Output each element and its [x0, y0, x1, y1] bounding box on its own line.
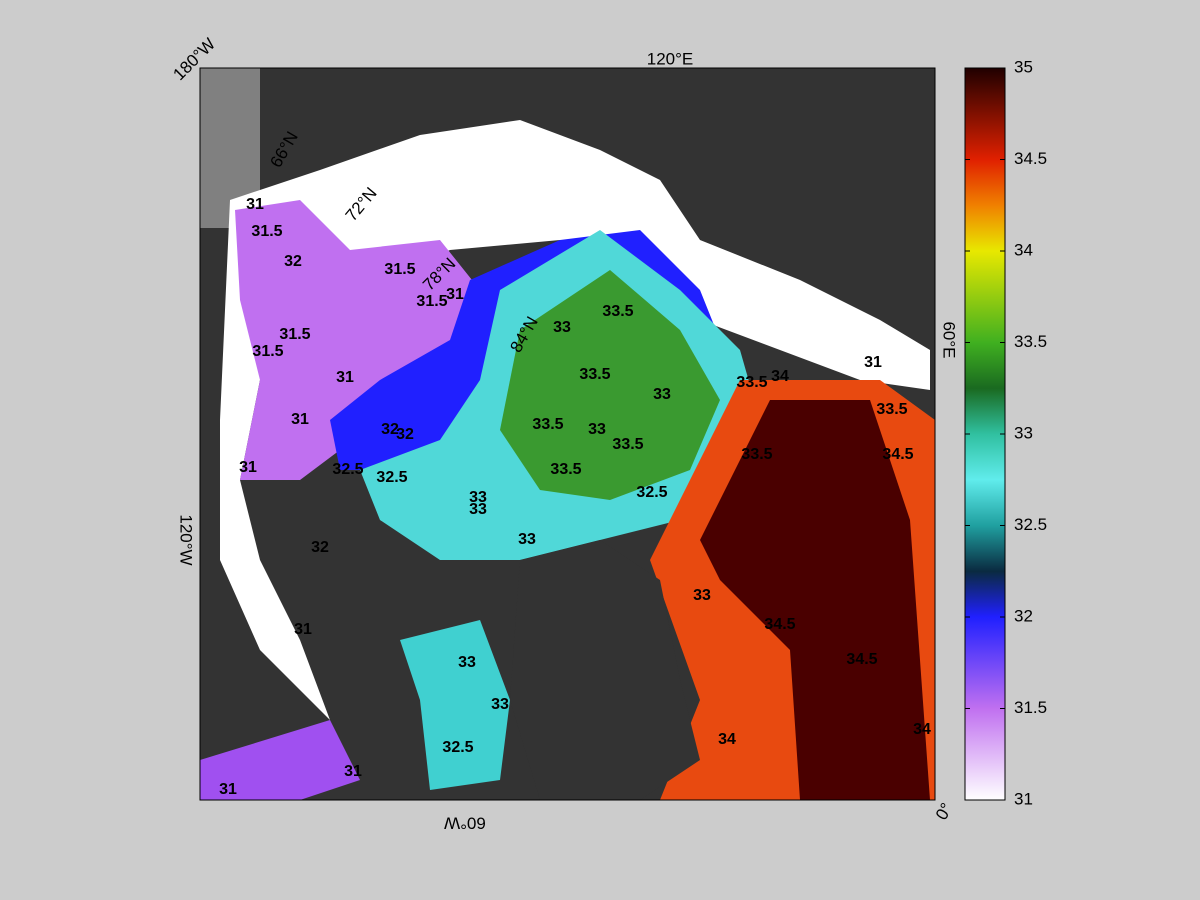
contour-label: 33.5 [876, 401, 907, 418]
colorbar [964, 67, 1006, 801]
colorbar-tick-label: 32 [1014, 606, 1033, 625]
longitude-label: 60°E [940, 321, 959, 358]
colorbar-tick-label: 32.5 [1014, 515, 1047, 534]
contour-label: 31 [291, 411, 309, 428]
longitude-label: 60°W [444, 814, 486, 833]
contour-label: 33.5 [612, 436, 643, 453]
contour-label: 33 [693, 587, 711, 604]
colorbar-tick-label: 31.5 [1014, 698, 1047, 717]
contour-label: 32.5 [332, 461, 363, 478]
colorbar-tick-label: 34.5 [1014, 149, 1047, 168]
contour-label: 34 [913, 721, 931, 738]
longitude-label: 120°W [177, 514, 196, 565]
contour-label: 31.5 [384, 261, 415, 278]
contour-label: 33 [469, 501, 487, 518]
contour-label: 31 [246, 196, 264, 213]
contour-label: 34 [718, 731, 736, 748]
longitude-label: 120°E [647, 49, 694, 68]
contour-label: 33 [653, 386, 671, 403]
colorbar-tick-label: 33 [1014, 423, 1033, 442]
contour-label: 32 [381, 421, 399, 438]
contour-label: 31 [294, 621, 312, 638]
low-salinity [235, 200, 480, 480]
contour-label: 31.5 [279, 326, 310, 343]
contour-label: 33 [553, 319, 571, 336]
contour-label: 32 [396, 426, 414, 443]
colorbar-tick-label: 31 [1014, 789, 1033, 808]
contour-label: 33.5 [550, 461, 581, 478]
contour-label: 31.5 [252, 343, 283, 360]
contour-label: 33 [588, 421, 606, 438]
map-frame [199, 67, 936, 801]
colorbar-tick-label: 34 [1014, 240, 1033, 259]
contour-label: 33 [518, 531, 536, 548]
contour-label: 33.5 [532, 416, 563, 433]
contour-label: 34.5 [882, 446, 913, 463]
contour-label: 31 [239, 459, 257, 476]
green-water [500, 270, 720, 500]
greenland [510, 540, 700, 800]
map [200, 68, 935, 800]
contour-label: 33.5 [579, 366, 610, 383]
contour-label: 31 [864, 354, 882, 371]
contour-label: 33.5 [602, 303, 633, 320]
contour-label: 34 [771, 368, 789, 385]
hudson-water [200, 720, 360, 800]
contour-label: 32 [311, 539, 329, 556]
contour-label: 31 [446, 286, 464, 303]
contour-label: 33 [491, 696, 509, 713]
contour-label: 33.5 [741, 446, 772, 463]
contour-label: 34.5 [846, 651, 877, 668]
contour-label: 31 [336, 369, 354, 386]
contour-label: 32.5 [442, 739, 473, 756]
contour-label: 31.5 [251, 223, 282, 240]
contour-label: 32.5 [636, 484, 667, 501]
contour-label: 31 [344, 763, 362, 780]
longitude-label: 0° [932, 800, 957, 824]
colorbar-tick-label: 33.5 [1014, 332, 1047, 351]
contour-label: 32 [284, 253, 302, 270]
baffin-water [400, 620, 510, 790]
contour-label: 33.5 [736, 374, 767, 391]
colorbar-tick-label: 35 [1014, 57, 1033, 76]
contour-label: 33 [458, 654, 476, 671]
contour-label: 31.5 [416, 293, 447, 310]
contour-label: 31 [219, 781, 237, 798]
contour-label: 33 [469, 489, 487, 506]
contour-label: 34.5 [764, 616, 795, 633]
contour-label: 32.5 [376, 469, 407, 486]
atlantic-core [700, 400, 930, 800]
